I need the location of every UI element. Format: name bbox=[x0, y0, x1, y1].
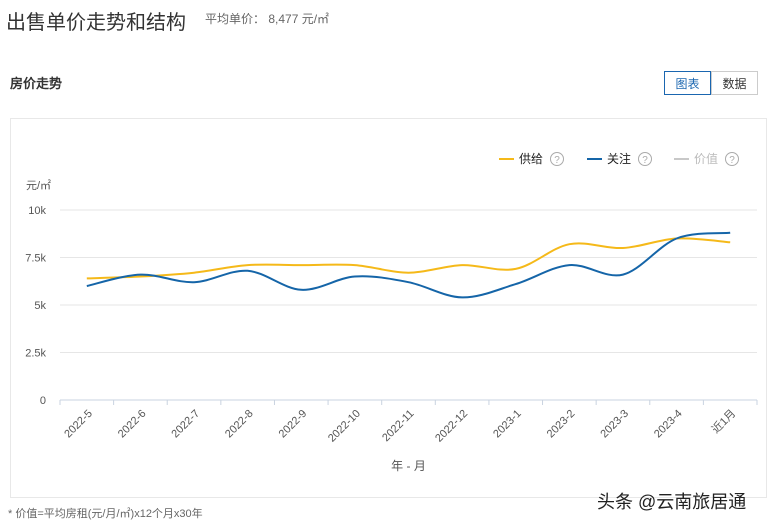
help-icon-glyph: ? bbox=[554, 155, 560, 166]
help-icon-glyph: ? bbox=[729, 155, 735, 166]
x-tick-label: 2022-9 bbox=[277, 408, 310, 441]
y-tick-label: 5k bbox=[34, 300, 46, 312]
x-tick-label: 近1月 bbox=[709, 407, 738, 436]
series-line-1 bbox=[86, 231, 731, 299]
x-tick-label: 2023-1 bbox=[491, 408, 524, 441]
x-tick-label: 2022-5 bbox=[62, 408, 95, 441]
y-tick-label: 10k bbox=[28, 205, 46, 217]
legend-label: 价值 bbox=[694, 151, 718, 166]
y-tick-label: 0 bbox=[40, 395, 46, 407]
x-tick-label: 2022-10 bbox=[326, 408, 363, 445]
x-tick-label: 2022-11 bbox=[380, 408, 416, 444]
series-line-0 bbox=[86, 237, 731, 280]
x-tick-label: 2022-8 bbox=[223, 408, 256, 441]
help-icon bbox=[550, 152, 564, 166]
chart-panel bbox=[10, 118, 767, 498]
x-tick-label: 2023-3 bbox=[598, 408, 631, 441]
x-tick-label: 2022-12 bbox=[433, 408, 470, 445]
average-price: 平均单价： 8,477 元/㎡ bbox=[205, 12, 330, 26]
y-tick-label: 2.5k bbox=[25, 348, 46, 360]
legend-label: 供给 bbox=[519, 152, 543, 166]
x-tick-label: 2023-4 bbox=[652, 408, 685, 441]
section-title: 房价走势 bbox=[10, 76, 63, 91]
legend-label: 关注 bbox=[607, 151, 631, 166]
tab-chart[interactable]: 图表 bbox=[664, 71, 711, 95]
y-axis-label: 元/㎡ bbox=[26, 179, 51, 192]
x-tick-label: 2022-7 bbox=[169, 408, 202, 441]
help-icon bbox=[638, 152, 652, 166]
help-icon bbox=[725, 152, 739, 166]
watermark: 头条 @云南旅居通 bbox=[597, 492, 747, 512]
footnote: * 价值=平均房租(元/月/㎡)x12个月x30年 bbox=[8, 508, 203, 520]
y-tick-label: 7.5k bbox=[25, 253, 46, 265]
x-tick-label: 2022-6 bbox=[116, 408, 149, 441]
x-axis-label: 年 - 月 bbox=[391, 459, 426, 473]
tab-data[interactable]: 数据 bbox=[711, 71, 758, 95]
help-icon-glyph: ? bbox=[642, 155, 648, 166]
x-tick-label: 2023-2 bbox=[545, 408, 578, 441]
page-title: 出售单价走势和结构 bbox=[6, 12, 186, 34]
